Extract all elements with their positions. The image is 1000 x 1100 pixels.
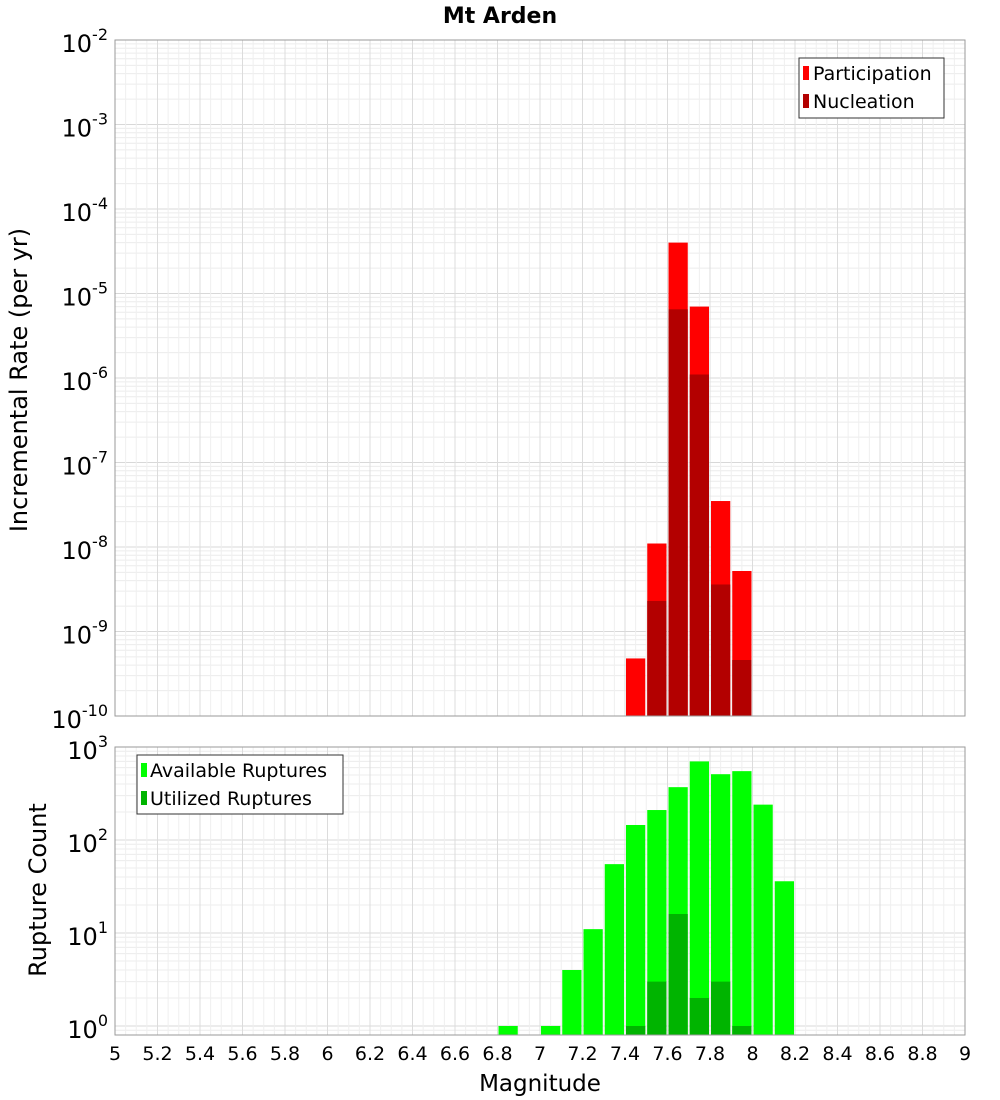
- top-bar-nucleation: [689, 374, 709, 716]
- top-y-tick-label: 10-4: [62, 194, 109, 227]
- top-plot-border: [114, 39, 966, 717]
- top-bar-nucleation: [711, 584, 731, 716]
- legend-participation-label: Participation: [813, 63, 932, 85]
- bottom-plot-border: [114, 746, 966, 1036]
- top-y-tick-label: 10-10: [51, 701, 108, 734]
- top-bar-nucleation: [668, 309, 688, 716]
- bottom-bar-utilized-ruptures: [647, 981, 667, 1035]
- legend-participation-swatch: [803, 66, 809, 80]
- x-tick-labels: 5 5.2 5.4 5.6 5.8 6 6.2 6.4 6.6 6.8 7 7.2 7.4 7.6 7.8 8…: [109, 1043, 971, 1065]
- x-tick-label: 6.6: [440, 1043, 470, 1065]
- bottom-legend: Available Ruptures Utilized Ruptures: [136, 754, 344, 815]
- x-tick-label: 5.6: [227, 1043, 257, 1065]
- bottom-bar-available-ruptures: [689, 761, 709, 1035]
- x-tick-label: 9: [959, 1043, 971, 1065]
- x-tick-label: 8.6: [865, 1043, 895, 1065]
- top-legend-box: [798, 57, 945, 119]
- top-y-tick-label: 10-6: [62, 363, 109, 396]
- bottom-legend-box: [136, 754, 344, 815]
- top-y-axis-label: Incremental Rate (per yr): [5, 228, 33, 532]
- bottom-bar-available-ruptures: [562, 969, 582, 1035]
- x-tick-label: 8.4: [822, 1043, 852, 1065]
- x-tick-label: 6: [321, 1043, 333, 1065]
- top-legend: Participation Nucleation: [798, 57, 945, 119]
- bottom-bar-available-ruptures: [541, 1025, 561, 1035]
- x-axis-label: Magnitude: [479, 1071, 601, 1097]
- bottom-y-tick-label: 100: [67, 1011, 108, 1044]
- bottom-bar-available-ruptures: [711, 774, 731, 1035]
- x-tick-label: 8.2: [780, 1043, 810, 1065]
- bottom-y-tick-labels: 103 102 101 100: [67, 732, 108, 1044]
- bottom-bar-available-ruptures: [626, 824, 646, 1035]
- legend-available-label: Available Ruptures: [150, 760, 327, 782]
- x-tick-label: 7.2: [567, 1043, 597, 1065]
- bottom-bar-utilized-ruptures: [626, 1025, 646, 1035]
- bottom-bar-utilized-ruptures: [689, 997, 709, 1035]
- bottom-bar-available-ruptures: [753, 804, 773, 1035]
- x-tick-label: 7: [534, 1043, 546, 1065]
- chart-title: Mt Arden: [443, 4, 557, 29]
- legend-available-swatch: [141, 763, 147, 777]
- top-gridlines: [114, 40, 966, 717]
- top-y-tick-label: 10-7: [62, 448, 109, 481]
- top-y-tick-label: 10-2: [62, 25, 109, 58]
- bottom-bar-available-ruptures: [604, 864, 624, 1035]
- x-tick-label: 6.8: [482, 1043, 512, 1065]
- bottom-bar-available-ruptures: [498, 1025, 518, 1035]
- top-bar-nucleation: [732, 659, 752, 716]
- bottom-y-axis-label: Rupture Count: [24, 803, 52, 977]
- x-tick-label: 6.2: [355, 1043, 385, 1065]
- x-tick-label: 8: [746, 1043, 758, 1065]
- legend-nucleation-swatch: [803, 94, 809, 108]
- x-tick-label: 5.2: [142, 1043, 172, 1065]
- bottom-bar-available-ruptures: [774, 881, 794, 1035]
- top-y-tick-label: 10-8: [62, 532, 109, 565]
- x-tick-label: 5: [109, 1043, 121, 1065]
- bottom-bars: [498, 761, 794, 1035]
- top-y-tick-label: 10-5: [62, 279, 109, 312]
- legend-utilized-swatch: [141, 791, 147, 805]
- top-bar-participation: [626, 658, 646, 716]
- x-tick-label: 7.8: [695, 1043, 725, 1065]
- x-tick-label: 7.4: [610, 1043, 640, 1065]
- x-tick-label: 7.6: [652, 1043, 682, 1065]
- bottom-y-tick-label: 102: [67, 825, 108, 858]
- top-bars: [626, 242, 752, 717]
- legend-utilized-label: Utilized Ruptures: [150, 788, 312, 810]
- top-bar-nucleation: [647, 600, 667, 716]
- bottom-y-tick-label: 101: [67, 918, 108, 951]
- bottom-bar-utilized-ruptures: [711, 981, 731, 1035]
- x-tick-label: 6.4: [397, 1043, 427, 1065]
- legend-nucleation-label: Nucleation: [813, 91, 915, 113]
- bottom-bar-available-ruptures: [647, 810, 667, 1035]
- bottom-gridlines: [114, 747, 966, 1036]
- bottom-bar-available-ruptures: [583, 929, 603, 1035]
- top-y-tick-label: 10-9: [62, 617, 109, 650]
- x-tick-label: 5.4: [185, 1043, 215, 1065]
- bottom-bar-utilized-ruptures: [668, 914, 688, 1035]
- top-y-tick-labels: 10-2 10-3 10-4 10-5 10-6 10-7 10-8 10-9 10-10: [51, 25, 108, 734]
- x-tick-label: 8.8: [907, 1043, 937, 1065]
- bottom-bar-available-ruptures: [732, 771, 752, 1035]
- bottom-y-tick-label: 103: [67, 732, 108, 765]
- bottom-bar-utilized-ruptures: [732, 1025, 752, 1035]
- top-y-tick-label: 10-3: [62, 110, 109, 143]
- x-tick-label: 5.8: [270, 1043, 300, 1065]
